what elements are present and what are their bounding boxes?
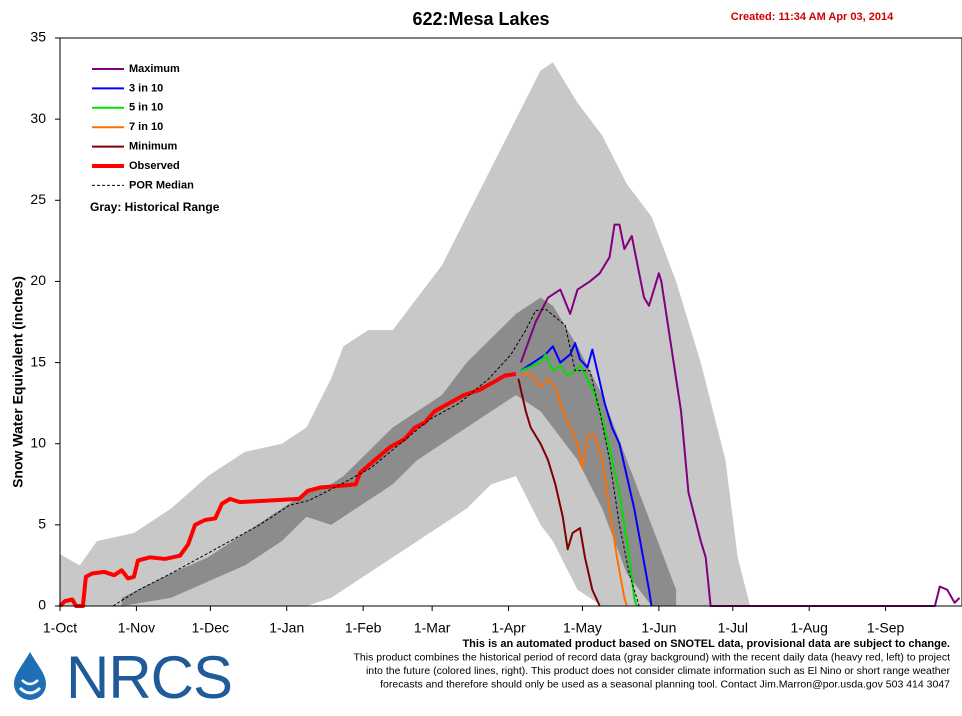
series-line [517, 378, 601, 607]
x-tick-label: 1-Jul [718, 620, 748, 636]
legend-label: 3 in 10 [129, 82, 163, 94]
y-axis-label: Snow Water Equivalent (inches) [10, 276, 26, 488]
legend: Maximum 3 in 10 5 in 10 7 in 10 Minimum Obser… [80, 58, 245, 218]
plot-frame [59, 37, 962, 607]
logo-text: NRCS [66, 644, 232, 711]
footnote-line: forecasts and therefore should only be u… [380, 678, 950, 690]
y-tick-label: 0 [38, 597, 46, 613]
chart-title: 622:Mesa Lakes [412, 9, 549, 29]
footnote-line: into the future (colored lines, right). … [366, 665, 951, 677]
x-tick-label: 1-Feb [345, 620, 382, 636]
logo-wave [21, 679, 39, 686]
x-tick-label: 1-Dec [192, 620, 229, 636]
range-band [60, 62, 751, 607]
series-line [520, 372, 628, 607]
x-tick-label: 1-Aug [791, 620, 828, 636]
created-stamp: Created: 11:34 AM Apr 03, 2014 [731, 11, 894, 23]
x-tick-label: 1-Apr [491, 620, 526, 636]
series-line [520, 342, 653, 607]
legend-label: 7 in 10 [129, 121, 163, 133]
x-tick-label: 1-Jun [641, 620, 676, 636]
legend-label: 5 in 10 [129, 102, 163, 114]
legend-label: Minimum [129, 141, 177, 153]
y-tick-label: 20 [30, 272, 46, 288]
y-tick-label: 25 [30, 191, 46, 207]
legend-label: POR Median [129, 179, 194, 191]
series-line [520, 353, 638, 607]
x-tick-label: 1-Jan [269, 620, 304, 636]
y-tick-label: 30 [30, 110, 46, 126]
x-tick-label: 1-Nov [118, 620, 155, 636]
plot-area: 0 5 10 15 20 25 30 35 1-Oct 1-Nov 1-Dec 1-Jan 1-Feb 1… [30, 29, 962, 636]
series-line [58, 371, 517, 608]
y-tick-label: 35 [30, 29, 46, 45]
y-tick-label: 5 [38, 516, 46, 532]
legend-label: Observed [129, 160, 180, 172]
y-tick-label: 15 [30, 353, 46, 369]
series-line [112, 308, 640, 607]
logo-wave [18, 686, 42, 695]
range-note: Gray: Historical Range [90, 200, 220, 214]
logo: NRCS [14, 644, 233, 711]
range-band [121, 297, 677, 606]
x-tick-label: 1-Oct [43, 620, 77, 636]
footnote-line: This is an automated product based on SN… [462, 638, 950, 650]
legend-box [80, 58, 245, 218]
y-tick-label: 10 [30, 434, 46, 450]
x-tick-label: 1-Sep [867, 620, 905, 636]
x-tick-label: 1-May [563, 620, 602, 636]
footnote-line: This product combines the historical per… [354, 651, 951, 663]
legend-label: Maximum [129, 63, 180, 75]
x-tick-label: 1-Mar [414, 620, 451, 636]
